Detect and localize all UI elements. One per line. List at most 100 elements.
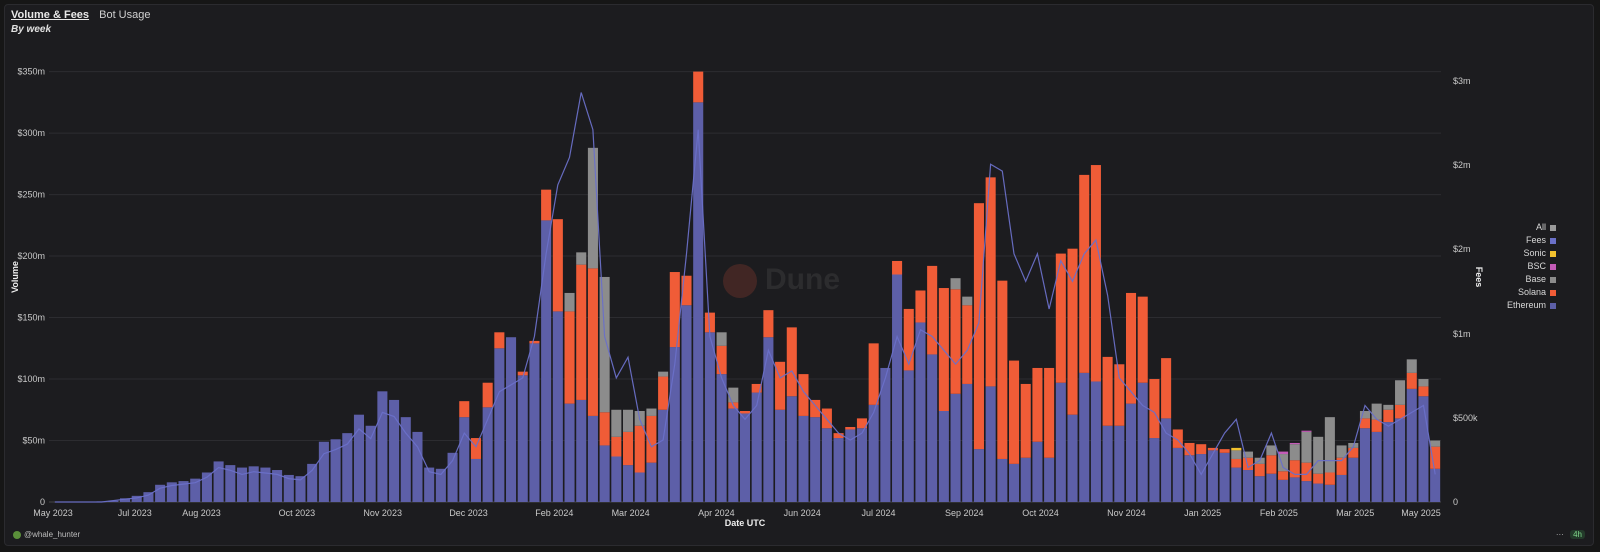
bar-solana [576, 264, 587, 400]
bar-base [728, 387, 739, 403]
legend-item-bsc[interactable]: BSC [1507, 260, 1556, 273]
legend-item-ethereum[interactable]: Ethereum [1507, 299, 1556, 312]
tab-bar: Volume & Fees Bot Usage [11, 9, 157, 21]
bar-solana [1242, 457, 1254, 471]
x-tick-label: Aug 2023 [182, 508, 221, 518]
bar-solana [892, 260, 903, 275]
bar-solana [997, 280, 1008, 459]
bar-ethereum [1336, 474, 1347, 502]
bar-base [962, 296, 973, 306]
legend-swatch-icon [1550, 289, 1556, 296]
bar-ethereum [190, 478, 201, 502]
legend-label: Ethereum [1506, 300, 1546, 310]
legend-item-solana[interactable]: Solana [1507, 286, 1556, 299]
bar-ethereum [1219, 452, 1230, 502]
bar-ethereum [342, 433, 353, 502]
chart-subtitle: By week [11, 24, 52, 35]
bar-solana [915, 290, 926, 323]
bar-bsc [1301, 430, 1312, 432]
x-tick-label: Feb 2024 [535, 508, 573, 518]
legend-swatch-icon [1550, 263, 1556, 270]
bar-ethereum [658, 409, 669, 502]
bar-base [564, 292, 575, 312]
bar-ethereum [541, 220, 552, 502]
bar-ethereum [833, 438, 844, 502]
bar-ethereum [1254, 476, 1265, 502]
bar-ethereum [389, 399, 400, 502]
legend-label: Solana [1517, 287, 1546, 297]
bar-solana [470, 438, 481, 459]
bar-solana [833, 433, 844, 439]
bar-solana [868, 343, 879, 405]
bar-ethereum [927, 354, 938, 502]
bar-ethereum [447, 452, 458, 502]
bar-base [1266, 445, 1277, 456]
bar-solana [1102, 356, 1113, 426]
legend-label: Fees [1525, 235, 1546, 245]
bar-ethereum [506, 337, 517, 502]
bar-ethereum [201, 472, 212, 502]
x-axis-title: Date UTC [725, 518, 766, 528]
bar-ethereum [1430, 468, 1441, 502]
bar-ethereum [693, 102, 704, 502]
bar-solana [482, 382, 493, 408]
bar-base [587, 147, 598, 269]
x-tick-label: Sep 2024 [945, 508, 984, 518]
bar-solana [1430, 446, 1441, 469]
legend-item-sonic[interactable]: Sonic [1507, 247, 1556, 260]
x-tick-label: Oct 2024 [1022, 508, 1059, 518]
bar-ethereum [248, 466, 259, 502]
bar-ethereum [1395, 418, 1406, 502]
bar-bsc [1289, 442, 1300, 445]
bar-ethereum [1149, 438, 1160, 502]
bar-ethereum [318, 441, 329, 502]
x-tick-label: Oct 2023 [279, 508, 316, 518]
bar-ethereum [704, 332, 715, 502]
bar-solana [810, 399, 821, 418]
bar-solana [1055, 253, 1066, 383]
bar-solana [1254, 463, 1265, 477]
x-tick-label: Nov 2024 [1107, 508, 1146, 518]
bar-ethereum [669, 347, 680, 502]
footer-status: ··· 4h [1556, 530, 1585, 539]
bar-ethereum [1406, 388, 1417, 502]
tab-volume-fees[interactable]: Volume & Fees [11, 9, 90, 21]
bar-solana [763, 310, 774, 338]
bar-ethereum [564, 403, 575, 502]
bar-solana [1371, 419, 1382, 432]
legend-item-all[interactable]: All [1507, 221, 1556, 234]
bar-solana [1359, 418, 1370, 429]
watermark-text: Dune [765, 263, 840, 296]
tab-bot-usage[interactable]: Bot Usage [99, 9, 151, 21]
bar-ethereum [120, 498, 131, 502]
bar-ethereum [576, 399, 587, 502]
more-menu-icon[interactable]: ··· [1555, 530, 1564, 539]
bar-ethereum [821, 428, 832, 502]
bar-ethereum [1348, 457, 1359, 502]
bar-solana [1067, 248, 1078, 415]
bar-solana [751, 383, 762, 393]
legend-item-fees[interactable]: Fees [1507, 234, 1556, 247]
legend-swatch-icon [1550, 250, 1556, 257]
bar-ethereum [997, 458, 1008, 502]
bar-ethereum [763, 337, 774, 502]
bar-solana [541, 189, 552, 221]
bar-solana [973, 203, 984, 450]
bar-ethereum [1161, 418, 1172, 502]
legend-item-base[interactable]: Base [1507, 273, 1556, 286]
bar-ethereum [903, 370, 914, 502]
bar-ethereum [470, 458, 481, 502]
bar-solana [950, 289, 961, 394]
bar-solana [903, 308, 914, 371]
x-tick-label: Mar 2024 [612, 508, 650, 518]
refresh-age-badge: 4h [1570, 530, 1585, 539]
bar-solana [775, 361, 786, 410]
bar-solana [716, 345, 727, 375]
bar-base [1336, 445, 1347, 458]
bar-solana [669, 272, 680, 348]
bar-ethereum [810, 417, 821, 502]
bar-ethereum [365, 425, 376, 502]
bar-solana [1196, 444, 1207, 455]
bar-ethereum [236, 467, 248, 502]
author-credit[interactable]: @whale_hunter [13, 530, 80, 539]
